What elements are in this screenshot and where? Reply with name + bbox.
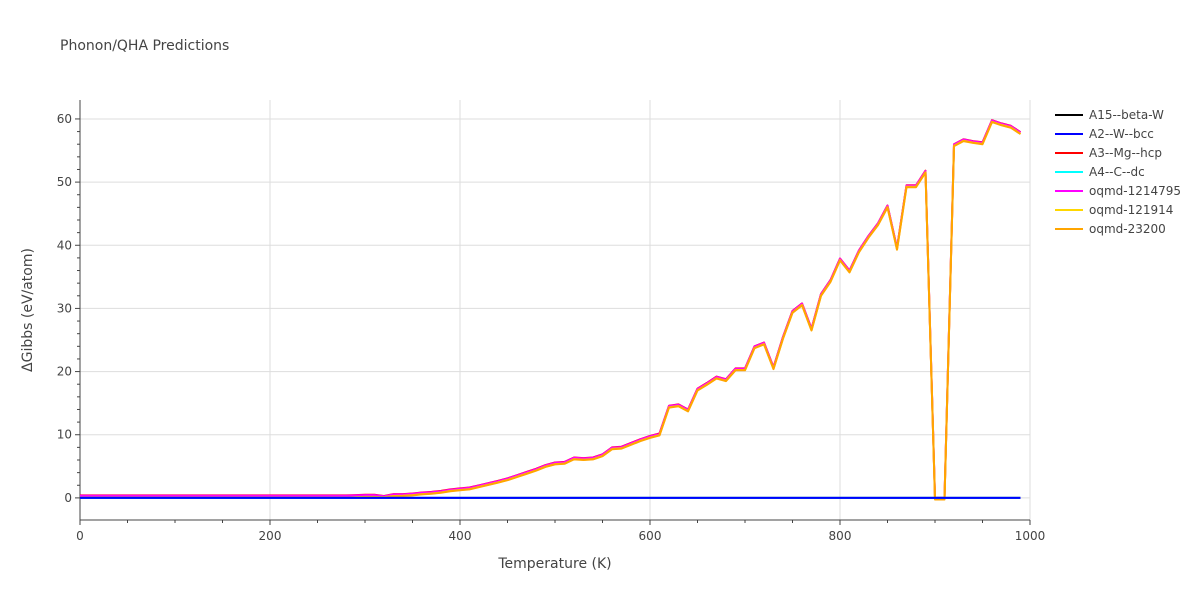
legend-label: A2--W--bcc (1089, 127, 1154, 141)
legend-label: oqmd-121914 (1089, 203, 1173, 217)
legend-label: oqmd-1214795 (1089, 184, 1181, 198)
legend-item[interactable]: A3--Mg--hcp (1055, 146, 1162, 160)
legend-label: A3--Mg--hcp (1089, 146, 1162, 160)
y-tick-label: 50 (57, 175, 72, 189)
series-line-A3--Mg--hcp (80, 119, 1022, 499)
grid-layer (80, 100, 1031, 520)
x-tick-label: 800 (829, 529, 852, 543)
legend: A15--beta-W A2--W--bcc A3--Mg--hcp A4--C--d… (1055, 108, 1181, 236)
series-line-oqmd-23200 (80, 121, 1022, 501)
y-tick-label: 10 (57, 428, 72, 442)
legend-item[interactable]: oqmd-1214795 (1055, 184, 1181, 198)
x-tick-label: 400 (449, 529, 472, 543)
legend-item[interactable]: A15--beta-W (1055, 108, 1164, 122)
legend-label: oqmd-23200 (1089, 222, 1166, 236)
y-tick-label: 30 (57, 301, 72, 315)
y-tick-label: 60 (57, 112, 72, 126)
y-tick-label: 40 (57, 238, 72, 252)
x-axis-title: Temperature (K) (497, 556, 611, 572)
x-tick-label: 0 (76, 529, 84, 543)
legend-item[interactable]: A2--W--bcc (1055, 127, 1154, 141)
legend-label: A15--beta-W (1089, 108, 1164, 122)
series-line-oqmd-1214795 (80, 119, 1022, 499)
chart-title: Phonon/QHA Predictions (60, 38, 229, 54)
y-axis-title: ΔGibbs (eV/atom) (20, 248, 36, 372)
legend-item[interactable]: oqmd-121914 (1055, 203, 1173, 217)
y-tick-label: 20 (57, 365, 72, 379)
legend-item[interactable]: oqmd-23200 (1055, 222, 1166, 236)
x-tick-label: 600 (639, 529, 662, 543)
legend-label: A4--C--dc (1089, 165, 1145, 179)
series-layer (80, 119, 1022, 501)
x-tick-label: 1000 (1015, 529, 1046, 543)
series-line-oqmd-121914 (80, 120, 1022, 501)
y-tick-label: 0 (64, 491, 72, 505)
x-tick-label: 200 (259, 529, 282, 543)
legend-item[interactable]: A4--C--dc (1055, 165, 1145, 179)
axes-layer: 0 200 400 600 800 1000 0 10 20 30 40 50 60 (57, 100, 1046, 543)
